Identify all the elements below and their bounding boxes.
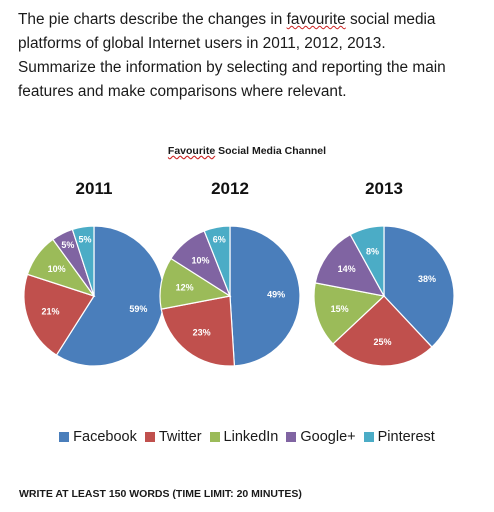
pie-slice-linkedin: [313, 282, 386, 345]
slice-data-label: 23%: [193, 328, 211, 338]
prompt-line-1-start: The pie charts describe the changes in: [18, 11, 287, 28]
chart-title-end: Social Media Channel: [215, 145, 327, 157]
legend-item-twitter: Twitter: [144, 429, 202, 445]
slice-data-label: 15%: [331, 304, 349, 314]
legend-swatch: [286, 432, 297, 442]
legend-swatch: [144, 432, 155, 442]
legend-item-facebook: Facebook: [59, 429, 137, 445]
slice-data-label: 49%: [267, 290, 285, 300]
legend-swatch: [363, 432, 374, 442]
pie-year-label: 2012: [211, 179, 249, 198]
pie-slice-pinterest: [349, 225, 385, 297]
prompt-word-favourite: favourite: [286, 11, 346, 28]
pie-slice-facebook: [229, 225, 301, 367]
pie-year-label: 2013: [365, 179, 403, 198]
prompt-line-2: platforms of global Internet users in 20…: [18, 35, 386, 52]
pie-slice-pinterest: [203, 225, 231, 297]
pie-year-label: 2011: [76, 179, 113, 198]
chart-title-favourite: Favourite: [167, 145, 216, 157]
slice-data-label: 14%: [338, 264, 356, 274]
pie-slice-pinterest: [71, 225, 95, 297]
slice-data-label: 6%: [213, 235, 226, 245]
chart-title: Favourite Social Media Channel: [14, 145, 480, 157]
slice-data-label: 10%: [48, 264, 66, 274]
pie-2013: 2013 38% 25% 15% 14% 8%: [313, 179, 455, 367]
slice-data-label: 59%: [129, 304, 147, 314]
pie-slice-twitter: [332, 295, 433, 367]
pie-slice-facebook: [383, 225, 455, 348]
chart-area: Favourite Social Media Channel 2011 59% 21…: [14, 138, 480, 458]
slice-data-label: 21%: [42, 307, 60, 317]
legend-label: Twitter: [158, 429, 202, 445]
legend-label: Pinterest: [377, 429, 435, 445]
pie-2012: 2012 49% 23% 12% 10%6%: [159, 179, 301, 367]
pie-slice-google: [314, 233, 386, 297]
slice-data-label: 25%: [374, 337, 392, 347]
prompt-line-3: Summarize the information by selecting a…: [18, 59, 446, 76]
prompt-line-4: features and make comparisons where rele…: [18, 83, 347, 100]
slice-data-label: 12%: [176, 282, 194, 292]
slice-data-label: 8%: [366, 246, 379, 256]
legend-item-pinterest: Pinterest: [363, 429, 435, 445]
legend-label: Facebook: [73, 429, 137, 445]
task-prompt: The pie charts describe the changes in f…: [18, 8, 480, 104]
chart-legend: Facebook Twitter LinkedIn Google+ Pinterest: [0, 429, 494, 445]
word-limit-note: WRITE AT LEAST 150 WORDS (TIME LIMIT: 20…: [19, 488, 302, 500]
legend-swatch: [59, 432, 70, 442]
prompt-line-1: The pie charts describe the changes in f…: [18, 8, 480, 32]
pie-charts: 201159%21%10%5%5%201249%23%12%10%6%20133…: [23, 179, 455, 367]
legend-label: Google+: [300, 429, 356, 445]
pie-2011: 2011 59% 21% 10% 5% 5%: [23, 179, 165, 367]
legend-swatch: [209, 432, 220, 442]
pie-slice-twitter: [160, 295, 236, 367]
legend-item-google: Google+: [286, 429, 356, 445]
slice-data-label: 5%: [61, 240, 74, 250]
slice-data-label: 5%: [79, 234, 92, 244]
slice-data-label: 10%: [192, 255, 210, 265]
prompt-line-1-end: social media: [345, 11, 436, 28]
pie-slice-twitter: [23, 273, 95, 356]
slice-data-label: 38%: [418, 274, 436, 284]
pie-slice-facebook: [55, 225, 165, 367]
legend-label: LinkedIn: [223, 429, 279, 445]
legend-item-linkedin: LinkedIn: [209, 429, 279, 445]
